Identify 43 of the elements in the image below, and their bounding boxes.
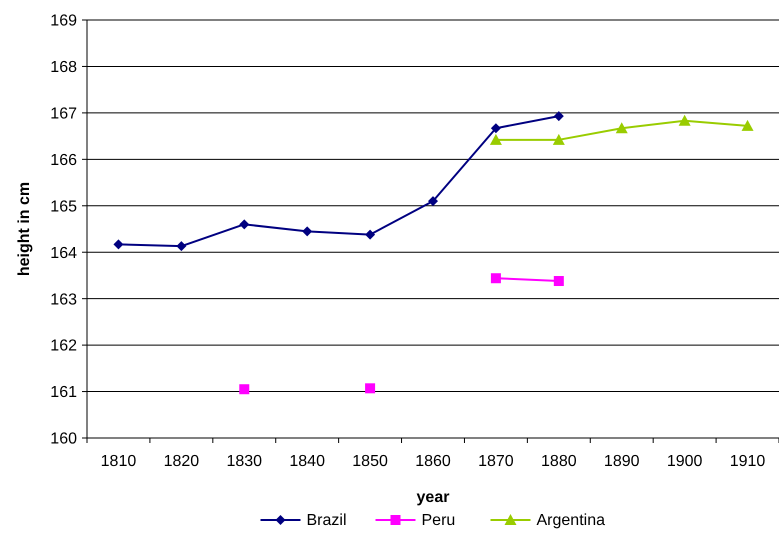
y-tick-label: 169 (50, 12, 78, 30)
point (239, 384, 250, 394)
x-tick-label: 1850 (352, 453, 388, 470)
point (554, 276, 564, 286)
legend-label: Brazil (306, 512, 347, 529)
point (113, 239, 124, 250)
y-tick-label: 167 (50, 105, 78, 122)
x-tick-label: 1910 (730, 453, 766, 470)
point (490, 134, 502, 145)
point (552, 134, 565, 145)
y-tick-label: 160 (50, 430, 78, 448)
point (490, 123, 501, 134)
y-tick-label: 165 (50, 198, 78, 216)
y-axis-title: height in cm (16, 182, 33, 276)
point (616, 122, 628, 134)
point (365, 383, 376, 394)
x-tick-label: 1820 (164, 453, 200, 470)
legend-label: Argentina (536, 512, 606, 529)
x-tick-label: 1860 (415, 453, 451, 470)
x-tick-label: 1890 (604, 453, 640, 470)
point (554, 111, 564, 122)
x-axis-title: year (416, 489, 450, 506)
y-tick-label: 163 (50, 291, 78, 308)
point (742, 120, 754, 131)
x-tick-label: 1870 (478, 453, 514, 470)
point (428, 196, 438, 206)
y-tick-label: 168 (50, 59, 78, 76)
point (678, 114, 691, 126)
point (490, 273, 501, 284)
y-tick-label: 161 (50, 384, 78, 402)
point (365, 230, 376, 240)
point (302, 226, 312, 236)
legend-label: Peru (422, 512, 456, 529)
x-tick-label: 1830 (226, 453, 262, 470)
y-tick-label: 162 (50, 338, 78, 355)
x-tick-label: 1840 (289, 453, 326, 470)
x-tick-label: 1900 (666, 453, 703, 470)
point (239, 219, 250, 230)
y-tick-label: 166 (50, 152, 78, 169)
point (176, 241, 186, 252)
x-tick-label: 1880 (541, 453, 577, 470)
x-tick-label: 1810 (100, 453, 136, 470)
y-tick-label: 164 (50, 244, 78, 262)
